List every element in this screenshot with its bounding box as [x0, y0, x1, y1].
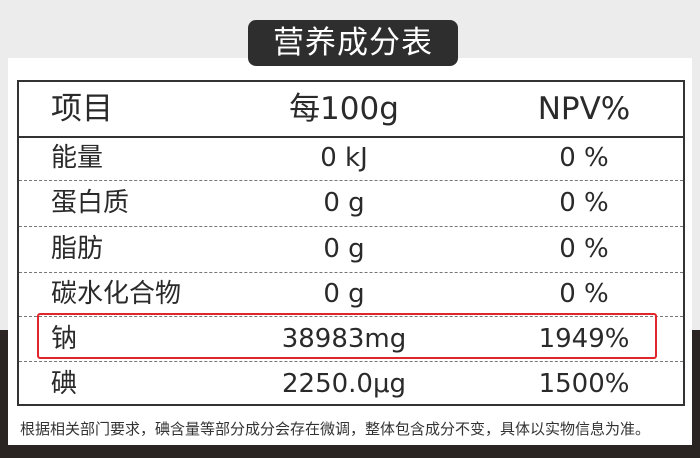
row-item: 脂肪: [51, 234, 104, 264]
footnote: 根据相关部门要求，碘含量等部分成分会存在微调，整体包含成分不变，具体以实物信息为…: [20, 420, 651, 438]
row-value: 2250.0μg: [281, 369, 407, 399]
header-item: 项目: [51, 91, 113, 127]
row-item: 碘: [51, 369, 78, 399]
table-row: 蛋白质 0 g 0 %: [19, 181, 683, 227]
row-item: 碳水化合物: [51, 279, 182, 309]
table-row: 能量 0 kJ 0 %: [19, 136, 683, 181]
nutrition-table: 项目 每100g NPV% 能量 0 kJ 0 % 蛋白质 0 g 0 % 脂肪…: [17, 80, 685, 406]
row-value: 0 g: [323, 234, 365, 264]
row-npv: 0 %: [559, 143, 609, 173]
row-item: 能量: [51, 143, 104, 173]
header-per100g: 每100g: [289, 91, 399, 127]
row-npv: 0 %: [559, 188, 609, 218]
label-card: [8, 58, 692, 445]
table-row: 碘 2250.0μg 1500%: [19, 362, 683, 406]
row-npv: 0 %: [559, 234, 609, 264]
row-value: 0 kJ: [320, 143, 368, 173]
row-value: 38983mg: [281, 324, 407, 354]
table-header: 项目 每100g NPV%: [19, 82, 683, 138]
table-row-sodium: 钠 38983mg 1949%: [19, 317, 683, 362]
header-npv: NPV%: [537, 91, 631, 127]
row-item: 蛋白质: [51, 188, 130, 218]
row-npv: 1949%: [538, 324, 630, 354]
table-row: 脂肪 0 g 0 %: [19, 227, 683, 273]
page-title: 营养成分表: [248, 20, 458, 66]
row-value: 0 g: [323, 279, 365, 309]
row-npv: 1500%: [538, 369, 630, 399]
highlight-box: [37, 313, 657, 359]
row-value: 0 g: [323, 188, 365, 218]
row-item: 钠: [51, 324, 78, 354]
row-npv: 0 %: [559, 279, 609, 309]
table-row: 碳水化合物 0 g 0 %: [19, 273, 683, 317]
